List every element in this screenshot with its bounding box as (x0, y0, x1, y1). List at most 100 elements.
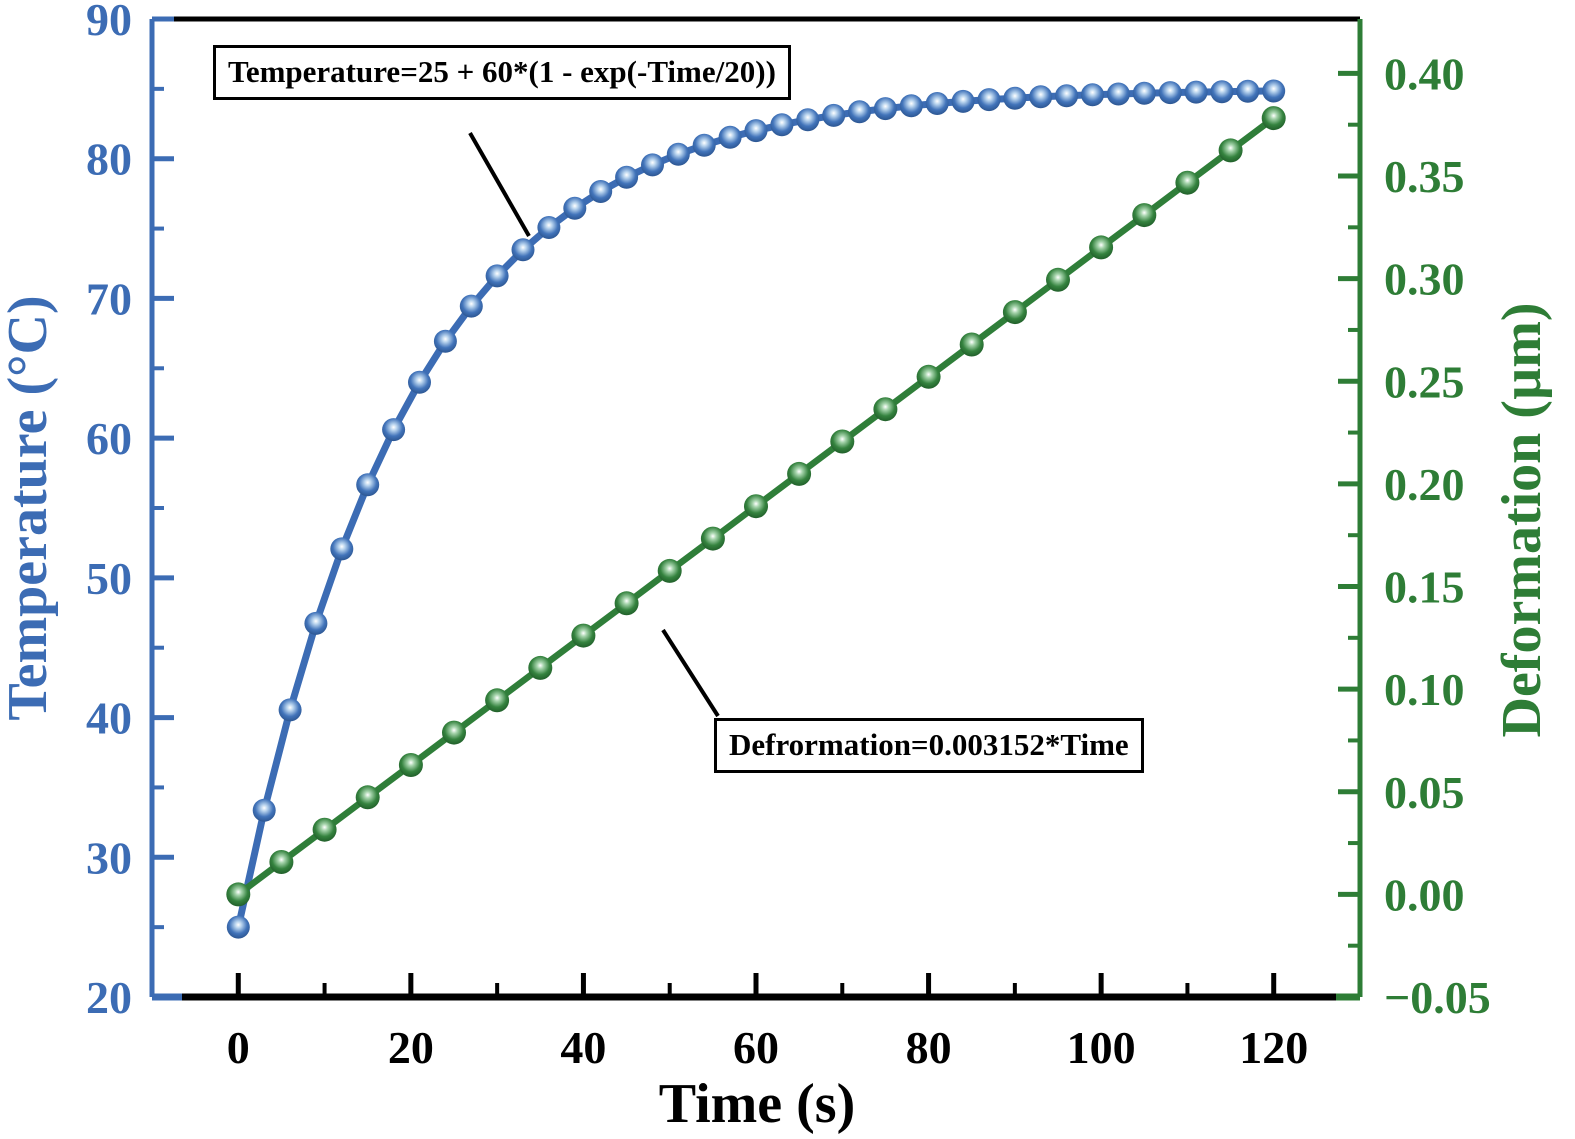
temperature-marker (408, 370, 431, 394)
deformation-marker (959, 332, 984, 357)
temperature-marker (1262, 79, 1286, 103)
y-right-tick-label: 0.10 (1384, 664, 1465, 715)
x-tick-label: 100 (1067, 1022, 1136, 1073)
temperature-marker (899, 94, 923, 118)
temperature-marker (1184, 80, 1208, 104)
deformation-marker (398, 753, 423, 777)
temperature-marker (1106, 82, 1130, 106)
temperature-annotation-leader (468, 132, 531, 237)
deformation-marker (1175, 170, 1200, 195)
temperature-marker (1055, 84, 1079, 108)
temperature-marker (304, 611, 328, 635)
temperature-marker (1132, 81, 1156, 105)
temperature-marker (848, 100, 871, 124)
y-right-tick-label: 0.25 (1384, 356, 1465, 407)
x-tick-label: 60 (733, 1022, 779, 1073)
temperature-marker (1158, 81, 1182, 105)
deformation-marker (744, 494, 768, 519)
x-tick-label: 40 (560, 1022, 606, 1073)
temperature-marker (770, 113, 794, 137)
x-axis-title: Time (s) (659, 1073, 856, 1135)
temperature-marker (615, 165, 639, 189)
y-left-axis-title: Temperature (°C) (0, 295, 59, 720)
deformation-marker (1002, 300, 1027, 325)
deformation-marker (1132, 203, 1157, 228)
y-left-tick-label: 20 (86, 972, 132, 1023)
deformation-marker (355, 785, 380, 810)
y-right-tick-label: 0.35 (1384, 151, 1465, 202)
temperature-marker (563, 196, 587, 220)
temperature-marker (433, 329, 457, 353)
temperature-marker (822, 103, 846, 127)
deformation-marker (1218, 138, 1243, 163)
temperature-marker (459, 294, 483, 318)
temperature-marker (485, 264, 509, 288)
temperature-marker (511, 238, 535, 262)
deformation-equation-annotation: Defrormation=0.003152*Time (714, 718, 1144, 773)
temperature-marker (382, 418, 406, 442)
temperature-marker (226, 915, 250, 939)
y-left-tick-label: 80 (86, 134, 132, 185)
deformation-marker (916, 364, 941, 389)
temperature-marker (1029, 85, 1053, 109)
temperature-marker (977, 88, 1001, 112)
temperature-marker (1003, 86, 1027, 110)
deformation-marker (485, 688, 510, 713)
deformation-marker (614, 591, 639, 616)
x-tick-label: 80 (906, 1022, 952, 1073)
temperature-marker (252, 798, 276, 822)
x-tick-label: 0 (227, 1022, 250, 1073)
temperature-marker (1236, 79, 1260, 103)
temperature-marker (796, 108, 820, 132)
deformation-marker (571, 623, 596, 648)
x-tick-label: 20 (388, 1022, 434, 1073)
temperature-marker (666, 142, 690, 166)
deformation-marker (787, 461, 812, 486)
y-right-tick-label: 0.15 (1384, 562, 1465, 613)
y-left-tick-label: 30 (86, 832, 132, 883)
x-tick-label: 120 (1239, 1022, 1308, 1073)
y-right-tick-label: 0.20 (1384, 459, 1465, 510)
temperature-marker (1210, 80, 1234, 104)
deformation-marker (1089, 235, 1114, 260)
temperature-equation-annotation: Temperature=25 + 60*(1 - exp(-Time/20)) (213, 45, 791, 100)
temperature-marker (1081, 83, 1104, 107)
plot-area: 0 20 40 60 80 100 120 20 30 40 50 60 70 80 90 −0.05 0.00… (86, 0, 1491, 1073)
y-left-tick-label: 60 (86, 413, 132, 464)
y-left-tick-label: 40 (86, 693, 132, 744)
temperature-marker (718, 125, 742, 149)
y-right-tick-label: 0.05 (1384, 767, 1465, 818)
temperature-marker (537, 216, 561, 239)
y-left-tick-label: 50 (86, 553, 132, 604)
deformation-marker (269, 850, 294, 874)
temperature-marker (278, 698, 302, 722)
deformation-marker (657, 558, 682, 583)
deformation-marker (873, 397, 898, 422)
temperature-marker (951, 89, 975, 113)
deformation-marker (226, 882, 251, 907)
deformation-marker (312, 817, 337, 842)
y-right-tick-label: −0.05 (1384, 972, 1491, 1023)
y-right-axis-title: Deformation (µm) (1491, 302, 1553, 737)
temperature-marker (589, 180, 613, 203)
temperature-marker (744, 119, 768, 143)
y-right-tick-label: 0.00 (1384, 869, 1465, 920)
deformation-marker (1261, 106, 1286, 131)
deformation-marker (442, 720, 466, 745)
temperature-marker (641, 153, 664, 177)
y-left-tick-label: 70 (86, 273, 132, 324)
deformation-marker (528, 655, 553, 680)
temperature-marker (873, 97, 897, 121)
y-right-tick-label: 0.40 (1384, 48, 1465, 99)
temperature-marker (330, 537, 354, 561)
deformation-marker (700, 526, 725, 551)
temperature-marker (925, 92, 949, 115)
y-left-tick-label: 90 (86, 0, 132, 45)
temperature-marker (356, 473, 380, 497)
deformation-marker (1046, 267, 1070, 292)
deformation-marker (830, 429, 855, 454)
temperature-marker (692, 133, 716, 157)
y-right-tick-label: 0.30 (1384, 254, 1465, 305)
